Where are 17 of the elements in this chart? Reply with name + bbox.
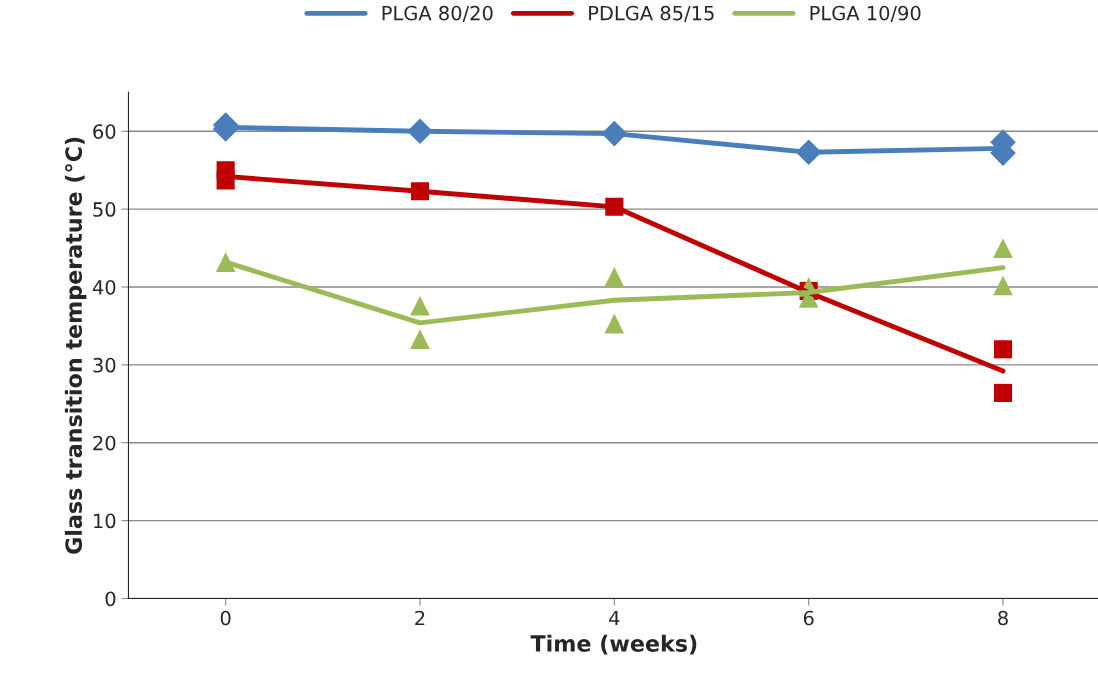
legend-label: PLGA 80/20 — [382, 5, 493, 22]
legend-label: PLGA 10/90 — [810, 5, 921, 22]
y-tick-label: 50 — [93, 202, 116, 217]
x-tick-label: 6 — [803, 610, 814, 626]
y-tick-label: 10 — [94, 513, 116, 529]
y-tick-label: 0 — [105, 591, 116, 607]
x-tick-label: 2 — [415, 610, 425, 626]
x-tick-label: 8 — [998, 610, 1008, 626]
x-tick-label: 0 — [220, 610, 231, 626]
y-tick-label: 30 — [93, 357, 116, 373]
y-tick-label: 60 — [93, 124, 116, 139]
y-tick-label: 40 — [92, 279, 116, 295]
y-axis-title: Glass transition temperature (°C) — [64, 137, 87, 554]
x-axis-title: Time (weeks) — [530, 634, 697, 655]
legend-label: PDLGA 85/15 — [589, 5, 714, 22]
y-tick-label: 20 — [93, 435, 116, 451]
x-tick-label: 4 — [609, 610, 620, 626]
